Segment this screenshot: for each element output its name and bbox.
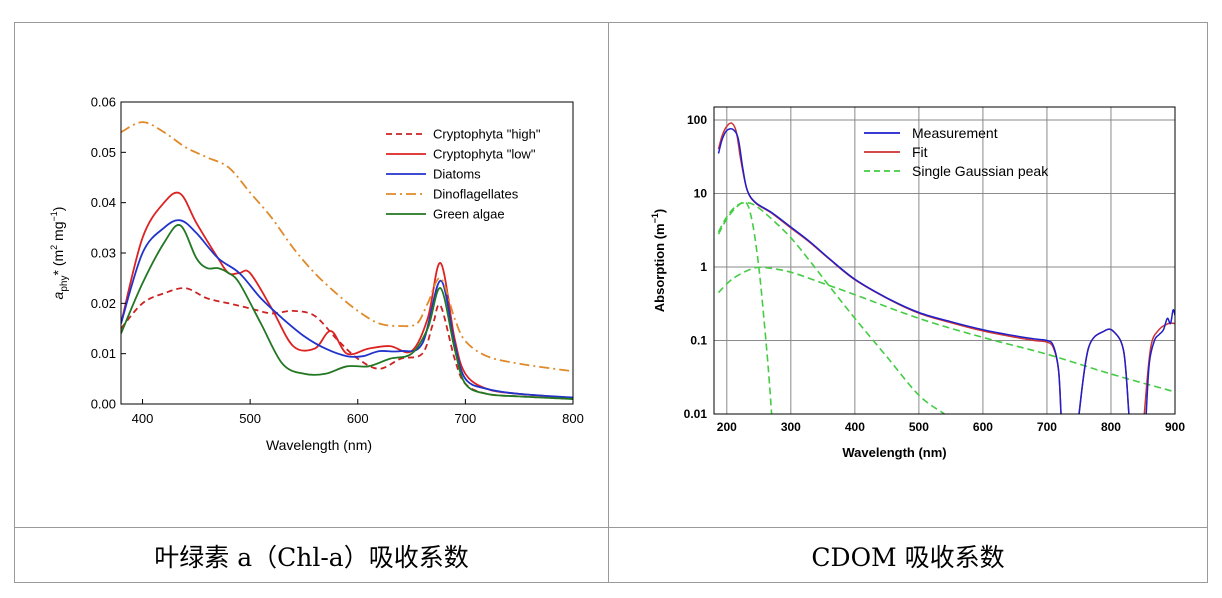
series-line-measurement-peak [1078, 328, 1130, 414]
legend-label-single-gaussian-peak: Single Gaussian peak [912, 163, 1049, 179]
legend-label-dinoflagellates: Dinoflagellates [433, 187, 519, 202]
series-line-measurement [717, 128, 1062, 414]
series-line-dinoflagellates [121, 121, 573, 373]
x-tick-label: 500 [909, 420, 929, 434]
x-tick-label: 500 [239, 411, 261, 426]
x-axis-label: Wavelength (nm) [266, 437, 372, 453]
table-frame [14, 22, 1208, 583]
y-tick-label: 0.02 [91, 296, 116, 311]
y-tick-label: 0.01 [684, 407, 708, 421]
y-tick-label: 10 [694, 186, 708, 200]
y-axis-label: aphy* (m2 mg−1) [49, 207, 70, 300]
x-tick-label: 800 [1101, 420, 1121, 434]
chl-a-absorption-chart: 400 500 600 700 800 0.00 0.01 0.02 0.03 0.04 0.05 0… [49, 95, 584, 454]
caption-cdom: CDOM 吸收系数 [811, 542, 1005, 572]
series-line-measurement-tail [1145, 309, 1175, 414]
y-tick-label: 0.05 [91, 145, 116, 160]
legend-label-cryptophyta-high: Cryptophyta "high" [433, 127, 541, 142]
y-tick-label: 100 [687, 113, 707, 127]
x-tick-label: 200 [717, 420, 737, 434]
legend-label-measurement: Measurement [912, 125, 998, 141]
legend-label-diatoms: Diatoms [433, 167, 481, 182]
legend-label-green-algae: Green algae [433, 207, 505, 222]
y-tick-label: 0.01 [91, 346, 116, 361]
row-divider [14, 527, 1208, 528]
y-tick-label: 0.1 [690, 333, 707, 347]
y-tick-label: 0.03 [91, 246, 116, 261]
caption-chl-a: 叶绿素 a（Chl-a）吸收系数 [154, 542, 469, 572]
series-line-green-algae [121, 224, 573, 400]
plot-area-frame [713, 106, 1176, 415]
x-tick-label: 700 [1037, 420, 1057, 434]
y-axis-label: Absorption (m−1) [650, 209, 667, 312]
y-tick-label: 0.00 [91, 397, 116, 412]
series-line-diatoms [121, 219, 573, 399]
legend-label-fit: Fit [912, 144, 928, 160]
series-line-cryptophyta-low [121, 191, 573, 399]
series-line-gaussian-wide [717, 266, 1175, 393]
series-line-gaussian-broad [717, 201, 945, 414]
series-line-cryptophyta-high [121, 287, 573, 400]
x-tick-label: 900 [1165, 420, 1185, 434]
x-tick-label: 600 [347, 411, 369, 426]
y-tick-label: 0.06 [91, 95, 116, 110]
x-tick-label: 400 [132, 411, 154, 426]
series-line-gaussian-narrow [717, 201, 773, 414]
y-tick-label: 1 [700, 260, 707, 274]
x-tick-label: 400 [845, 420, 865, 434]
x-axis-label: Wavelength (nm) [842, 445, 946, 460]
y-tick-label: 0.04 [91, 195, 116, 210]
x-tick-label: 600 [973, 420, 993, 434]
column-divider [608, 22, 609, 583]
x-tick-label: 800 [562, 411, 584, 426]
cdom-absorption-chart: 200 300 400 500 600 700 800 900 0.01 0.1 1 10 100 Wav… [650, 106, 1185, 460]
x-tick-label: 300 [781, 420, 801, 434]
x-tick-label: 700 [455, 411, 477, 426]
legend-label-cryptophyta-low: Cryptophyta "low" [433, 147, 536, 162]
